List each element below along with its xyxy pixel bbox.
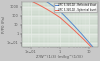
Y-axis label: P/P0 (Pa): P/P0 (Pa)	[2, 16, 6, 33]
Line: UFC 3-340-02 - Reflected blast: UFC 3-340-02 - Reflected blast	[22, 0, 98, 53]
UFC 3-340-02 - Reflected blast	[46, 1, 47, 2]
UFC 3-340-02 - Reflected blast	[51, 5, 53, 6]
UFC 3-340-02 - Spherical burst	[97, 53, 98, 54]
UFC 3-340-02 - Reflected blast	[76, 28, 77, 29]
UFC 3-340-02 - Spherical burst	[76, 32, 77, 33]
Line: UFC 3-340-02 - Spherical burst: UFC 3-340-02 - Spherical burst	[22, 0, 98, 54]
X-axis label: Z/W^(1/3) (m/kg^(1/3)): Z/W^(1/3) (m/kg^(1/3))	[36, 55, 83, 59]
Legend: UFC 3-340-02 - Reflected blast, UFC 3-340-02 - Spherical burst: UFC 3-340-02 - Reflected blast, UFC 3-34…	[54, 3, 97, 12]
UFC 3-340-02 - Spherical burst	[51, 12, 53, 13]
